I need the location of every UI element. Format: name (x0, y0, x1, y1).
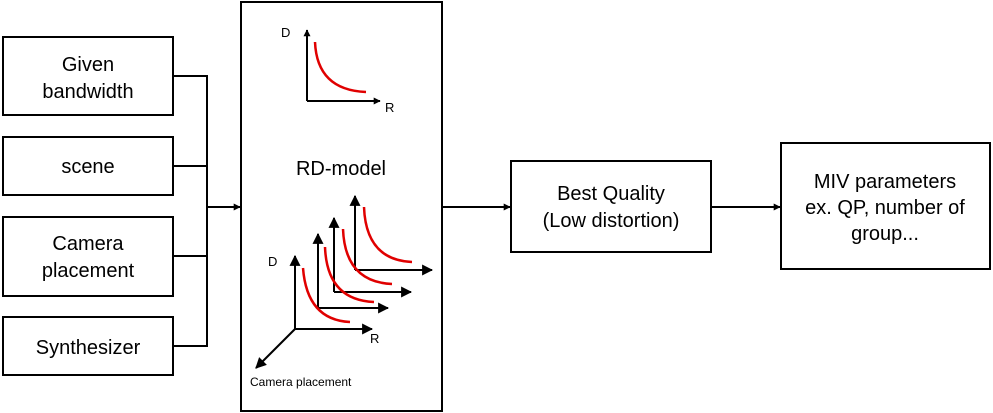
big-rd-graph: D R Camera placement (250, 194, 434, 389)
miv-parameters-label-line2: ex. QP, number of (805, 197, 965, 219)
camera-placement-box (2, 216, 174, 297)
camera-placement-label-line2: placement (42, 260, 135, 282)
given-bandwidth-box (2, 36, 174, 116)
given-bandwidth-label-line2: bandwidth (42, 81, 133, 103)
rd-model-title: RD-model (296, 158, 386, 180)
rd-curve-1 (301, 267, 351, 324)
input-merge-connector (173, 75, 241, 347)
scene-label: scene (61, 156, 114, 178)
best-quality-label-line2: (Low distortion) (543, 210, 680, 232)
synthesizer-label: Synthesizer (36, 337, 141, 359)
rd-curve-2 (323, 246, 375, 304)
small-graph-d-label: D (281, 25, 290, 40)
miv-parameters-box (780, 142, 991, 270)
small-rd-graph: D R (281, 25, 394, 115)
rd-curve-3 (341, 228, 393, 286)
synthesizer-box (2, 316, 174, 376)
big-graph-r-label: R (370, 331, 379, 346)
big-graph-camera-placement-label: Camera placement (250, 375, 352, 389)
best-quality-label-line1: Best Quality (557, 183, 665, 205)
scene-box (2, 136, 174, 196)
small-graph-r-label: R (385, 100, 394, 115)
camera-placement-label-line1: Camera (52, 233, 124, 255)
given-bandwidth-label-line1: Given (62, 54, 114, 76)
rd-model-box (240, 1, 443, 412)
best-quality-box (510, 160, 712, 253)
miv-parameters-label-line1: MIV parameters (814, 171, 956, 193)
rd-curve-4 (362, 206, 413, 264)
miv-parameters-label-line3: group... (851, 223, 919, 245)
small-rd-curve (313, 41, 367, 94)
big-graph-d-label: D (268, 254, 277, 269)
